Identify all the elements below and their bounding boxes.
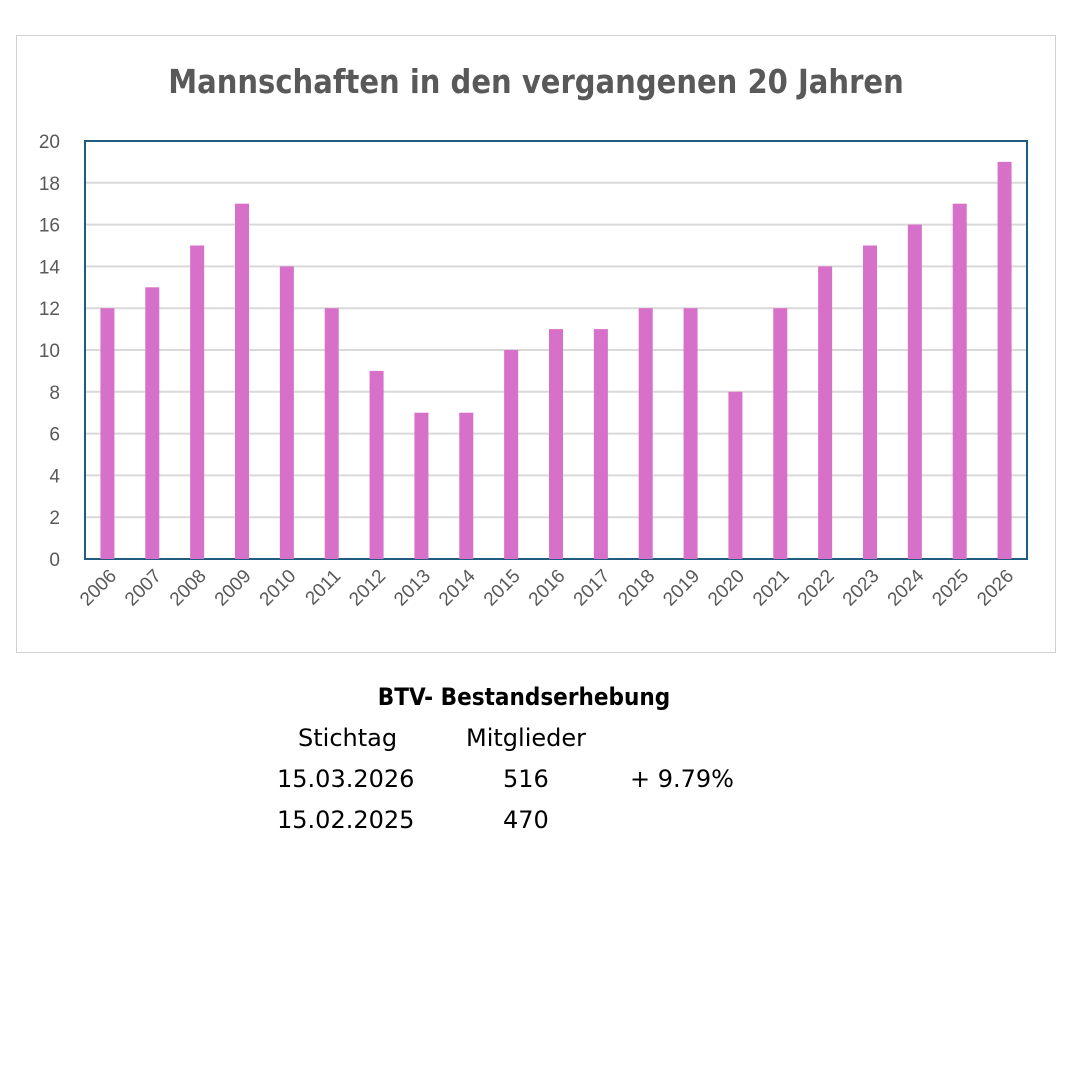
chart-container bbox=[16, 35, 1056, 653]
x-tick-label: 2015 bbox=[480, 566, 525, 611]
bar-2018 bbox=[638, 308, 653, 559]
x-tick-label: 2025 bbox=[929, 566, 974, 611]
x-tick-label: 2021 bbox=[749, 566, 794, 611]
y-tick-label: 8 bbox=[49, 383, 60, 404]
bar-2019 bbox=[683, 308, 698, 559]
row-date: 15.03.2026 bbox=[277, 765, 415, 793]
y-tick-label: 6 bbox=[49, 425, 60, 446]
x-tick-label: 2022 bbox=[794, 566, 839, 611]
y-tick-label: 2 bbox=[49, 508, 60, 529]
x-tick-label: 2011 bbox=[302, 566, 346, 610]
x-tick-label: 2017 bbox=[570, 566, 615, 611]
bar-2020 bbox=[728, 391, 743, 559]
x-tick-label: 2008 bbox=[166, 566, 211, 611]
y-tick-label: 18 bbox=[39, 174, 60, 195]
y-tick-label: 14 bbox=[39, 257, 61, 278]
chart-title: Mannschaften in den vergangenen 20 Jahre… bbox=[168, 62, 904, 101]
bar-2012 bbox=[369, 370, 384, 559]
bar-2013 bbox=[414, 412, 429, 559]
bar-2008 bbox=[190, 245, 205, 559]
x-tick-label: 2016 bbox=[525, 566, 570, 611]
x-tick-label: 2026 bbox=[973, 566, 1018, 611]
x-tick-label: 2007 bbox=[121, 566, 166, 611]
header-mitglieder: Mitglieder bbox=[466, 724, 586, 752]
bar-2010 bbox=[279, 266, 294, 559]
bar-2021 bbox=[773, 308, 788, 559]
y-tick-label: 20 bbox=[39, 132, 60, 153]
x-tick-label: 2010 bbox=[256, 566, 301, 611]
bar-2015 bbox=[504, 350, 519, 559]
x-tick-label: 2020 bbox=[704, 566, 749, 611]
row-change: + 9.79% bbox=[630, 765, 734, 793]
y-tick-label: 12 bbox=[39, 299, 60, 320]
bar-2025 bbox=[952, 203, 967, 559]
bar-2022 bbox=[818, 266, 833, 559]
y-tick-label: 10 bbox=[39, 341, 60, 362]
bar-2023 bbox=[863, 245, 877, 559]
x-tick-label: 2006 bbox=[76, 566, 121, 611]
bar-2016 bbox=[549, 329, 563, 559]
bar-2024 bbox=[907, 224, 922, 559]
y-tick-label: 4 bbox=[49, 466, 60, 487]
y-tick-label: 16 bbox=[39, 216, 60, 237]
row-members: 516 bbox=[503, 765, 549, 793]
y-tick-label: 0 bbox=[49, 550, 60, 571]
bar-2011 bbox=[324, 308, 339, 559]
x-tick-label: 2014 bbox=[435, 565, 480, 610]
row-date: 15.02.2025 bbox=[277, 806, 415, 834]
bar-2014 bbox=[459, 412, 474, 559]
stats-title: BTV- Bestandserhebung bbox=[377, 683, 671, 711]
bar-2009 bbox=[235, 203, 249, 559]
x-tick-label: 2012 bbox=[345, 566, 390, 611]
bar-2017 bbox=[593, 329, 608, 559]
bar-2006 bbox=[100, 308, 115, 559]
x-tick-label: 2018 bbox=[615, 566, 660, 611]
row-members: 470 bbox=[503, 806, 549, 834]
x-tick-label: 2023 bbox=[839, 566, 884, 611]
x-tick-label: 2024 bbox=[884, 565, 929, 610]
x-tick-label: 2009 bbox=[211, 566, 256, 611]
bar-2007 bbox=[145, 287, 160, 559]
x-tick-label: 2019 bbox=[659, 566, 704, 611]
header-stichtag: Stichtag bbox=[298, 724, 398, 752]
bar-2026 bbox=[997, 161, 1012, 559]
x-tick-label: 2013 bbox=[390, 566, 435, 611]
